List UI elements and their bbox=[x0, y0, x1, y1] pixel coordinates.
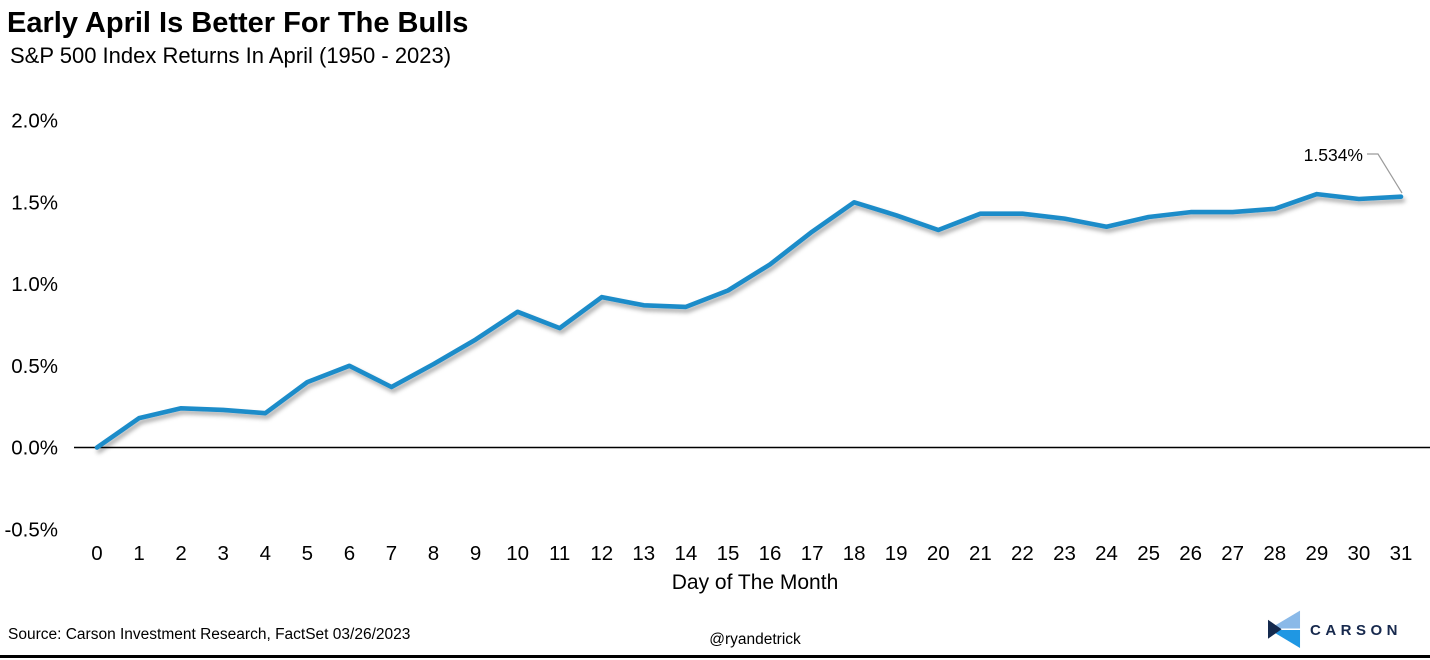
x-tick-label: 15 bbox=[717, 542, 740, 565]
y-tick-label: 0.5% bbox=[11, 355, 58, 378]
x-tick-label: 24 bbox=[1095, 542, 1118, 565]
x-axis-tick-labels: 0 1 2 3 4 5 6 7 8 9 10 11 12 13 14 15 16 17 18 19 20 21 22 23 24… bbox=[91, 542, 1412, 565]
bottom-divider bbox=[0, 655, 1430, 658]
x-tick-label: 31 bbox=[1390, 542, 1413, 565]
annotation-label: 1.534% bbox=[1304, 145, 1363, 165]
x-tick-label: 8 bbox=[428, 542, 439, 565]
carson-logo-mark-icon bbox=[1267, 610, 1301, 648]
x-tick-label: 1 bbox=[133, 542, 144, 565]
y-axis-tick-labels: 2.0% 1.5% 1.0% 0.5% 0.0% -0.5% bbox=[4, 110, 58, 542]
x-tick-label: 12 bbox=[590, 542, 613, 565]
x-tick-label: 19 bbox=[885, 542, 908, 565]
y-tick-label: 1.0% bbox=[11, 273, 58, 296]
source-credit: Source: Carson Investment Research, Fact… bbox=[8, 626, 411, 643]
x-tick-label: 22 bbox=[1011, 542, 1034, 565]
page-title: Early April Is Better For The Bulls bbox=[7, 7, 469, 39]
carson-logo: CARSON bbox=[1267, 610, 1402, 649]
x-tick-label: 25 bbox=[1137, 542, 1160, 565]
twitter-handle: @ryandetrick bbox=[709, 631, 801, 648]
y-tick-label: -0.5% bbox=[4, 518, 58, 541]
page-subtitle: S&P 500 Index Returns In April (1950 - 2… bbox=[10, 43, 452, 68]
x-tick-label: 16 bbox=[759, 542, 782, 565]
x-tick-label: 9 bbox=[470, 542, 481, 565]
x-tick-label: 2 bbox=[175, 542, 186, 565]
x-tick-label: 20 bbox=[927, 542, 950, 565]
x-tick-label: 13 bbox=[632, 542, 655, 565]
y-tick-label: 2.0% bbox=[11, 110, 58, 133]
x-tick-label: 11 bbox=[549, 542, 570, 565]
x-tick-label: 28 bbox=[1263, 542, 1286, 565]
x-tick-label: 14 bbox=[674, 542, 697, 565]
x-tick-label: 30 bbox=[1347, 542, 1370, 565]
carson-logo-text: CARSON bbox=[1309, 622, 1402, 639]
x-tick-label: 6 bbox=[344, 542, 355, 565]
x-tick-label: 23 bbox=[1053, 542, 1076, 565]
x-tick-label: 18 bbox=[843, 542, 866, 565]
x-tick-label: 29 bbox=[1305, 542, 1328, 565]
y-tick-label: 0.0% bbox=[11, 437, 58, 460]
x-axis-title: Day of The Month bbox=[672, 571, 839, 594]
x-tick-label: 3 bbox=[217, 542, 228, 565]
x-tick-label: 21 bbox=[969, 542, 992, 565]
x-tick-label: 27 bbox=[1221, 542, 1244, 565]
x-tick-label: 10 bbox=[506, 542, 529, 565]
x-tick-label: 7 bbox=[386, 542, 397, 565]
x-tick-label: 0 bbox=[91, 542, 102, 565]
x-tick-label: 26 bbox=[1179, 542, 1202, 565]
sp500-april-returns-line bbox=[94, 191, 1404, 450]
y-tick-label: 1.5% bbox=[11, 191, 58, 214]
x-tick-label: 17 bbox=[801, 542, 824, 565]
x-tick-label: 4 bbox=[260, 542, 271, 565]
annotation-leader-line bbox=[1367, 153, 1403, 194]
x-tick-label: 5 bbox=[302, 542, 313, 565]
